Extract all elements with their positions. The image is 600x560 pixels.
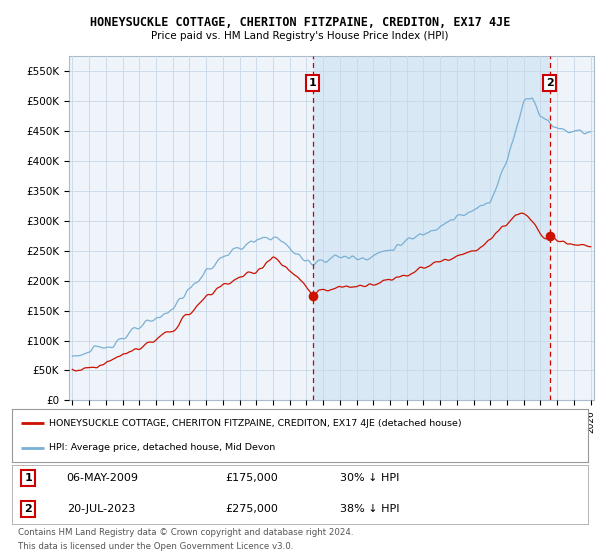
Text: £175,000: £175,000 [225,473,278,483]
Bar [313,56,550,400]
Text: HONEYSUCKLE COTTAGE, CHERITON FITZPAINE, CREDITON, EX17 4JE (detached house): HONEYSUCKLE COTTAGE, CHERITON FITZPAINE,… [49,419,462,428]
Text: 20-JUL-2023: 20-JUL-2023 [67,504,135,514]
Text: Contains HM Land Registry data © Crown copyright and database right 2024.: Contains HM Land Registry data © Crown c… [18,528,353,536]
Text: 38% ↓ HPI: 38% ↓ HPI [340,504,400,514]
Text: Price paid vs. HM Land Registry's House Price Index (HPI): Price paid vs. HM Land Registry's House … [151,31,449,41]
Text: 2: 2 [545,78,553,88]
Text: This data is licensed under the Open Government Licence v3.0.: This data is licensed under the Open Gov… [18,542,293,551]
Text: HONEYSUCKLE COTTAGE, CHERITON FITZPAINE, CREDITON, EX17 4JE: HONEYSUCKLE COTTAGE, CHERITON FITZPAINE,… [90,16,510,29]
Text: 30% ↓ HPI: 30% ↓ HPI [340,473,400,483]
Text: £275,000: £275,000 [225,504,278,514]
Text: 2: 2 [24,504,32,514]
Text: 1: 1 [24,473,32,483]
Text: 1: 1 [309,78,316,88]
Text: HPI: Average price, detached house, Mid Devon: HPI: Average price, detached house, Mid … [49,443,275,452]
Text: 06-MAY-2009: 06-MAY-2009 [67,473,139,483]
